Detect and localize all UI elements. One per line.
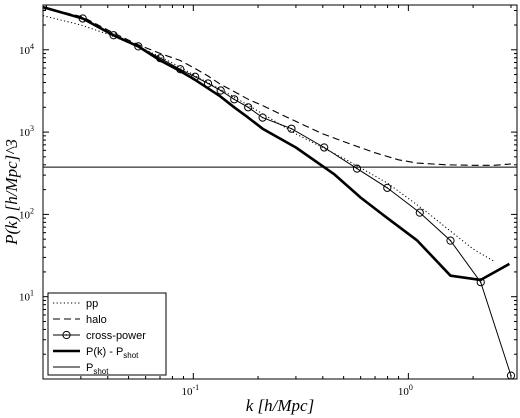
cross-power-point-center (207, 82, 209, 85)
legend-marker (62, 330, 71, 340)
y-tick-label: 103 (19, 124, 34, 139)
y-tick-labels: 101 102 103 104 (19, 42, 34, 304)
series-line-p-k-p-shot (43, 5, 511, 282)
cross-power-point-center (290, 127, 293, 130)
cross-power-point-center (233, 98, 235, 101)
y-tick-label: 101 (19, 289, 34, 304)
plot-frame (42, 4, 518, 380)
cross-power-point-center (323, 146, 325, 149)
cross-power-point (383, 183, 392, 192)
series-line-pp (43, 15, 495, 262)
legend-label-cross-power: cross-power (86, 330, 146, 342)
legend: pp halo cross-power P(k) - Pshot Pshot (47, 292, 167, 376)
legend-marker-center (65, 334, 68, 336)
y-tick-label: 104 (19, 42, 34, 57)
cross-power-point-center (386, 187, 388, 189)
cross-power-point-center (419, 211, 421, 214)
cross-power-point-center (247, 106, 249, 109)
legend-label-p-shot: Pshot (86, 362, 109, 376)
cross-power-point (287, 124, 296, 133)
cross-power-point (320, 143, 329, 152)
cross-power-point (216, 86, 225, 95)
cross-power-point (506, 371, 516, 379)
x-tick-label: 100 (398, 383, 413, 398)
cross-power-point (230, 95, 239, 104)
x-tick-labels: 10-1 100 (181, 383, 412, 398)
cross-power-point (446, 236, 455, 245)
cross-power-point-center (356, 167, 358, 170)
x-axis-label: k [h/Mpc] (246, 396, 314, 415)
legend-label-halo: halo (86, 314, 107, 326)
y-tick-label: 102 (19, 206, 34, 221)
cross-power-point-center (480, 281, 482, 283)
series-layer (43, 5, 517, 379)
legend-entries: pp halo cross-power P(k) - Pshot Pshot (53, 298, 146, 376)
cross-power-point-center (219, 89, 222, 92)
cross-power-point (134, 42, 143, 51)
cross-power-point (352, 164, 362, 173)
cross-power-point-center (449, 239, 452, 242)
cross-power-point-center (194, 76, 196, 78)
y-axis-label: P(k) [h/Mpc]^3 (2, 139, 21, 246)
cross-power-point (258, 113, 267, 122)
legend-label-pp: pp (86, 298, 98, 310)
legend-label-p-k-p-shot: P(k) - Pshot (86, 346, 139, 360)
x-tick-label: 10-1 (181, 383, 199, 398)
cross-power-point (244, 103, 253, 112)
ticks-layer (42, 5, 517, 380)
legend-box (47, 292, 167, 376)
cross-power-point (109, 31, 118, 40)
series-line-halo (43, 6, 512, 166)
cross-power-point-center (261, 116, 264, 119)
cross-power-point (415, 208, 424, 217)
cross-power-point-center (159, 57, 161, 59)
cross-power-point-center (510, 374, 512, 377)
